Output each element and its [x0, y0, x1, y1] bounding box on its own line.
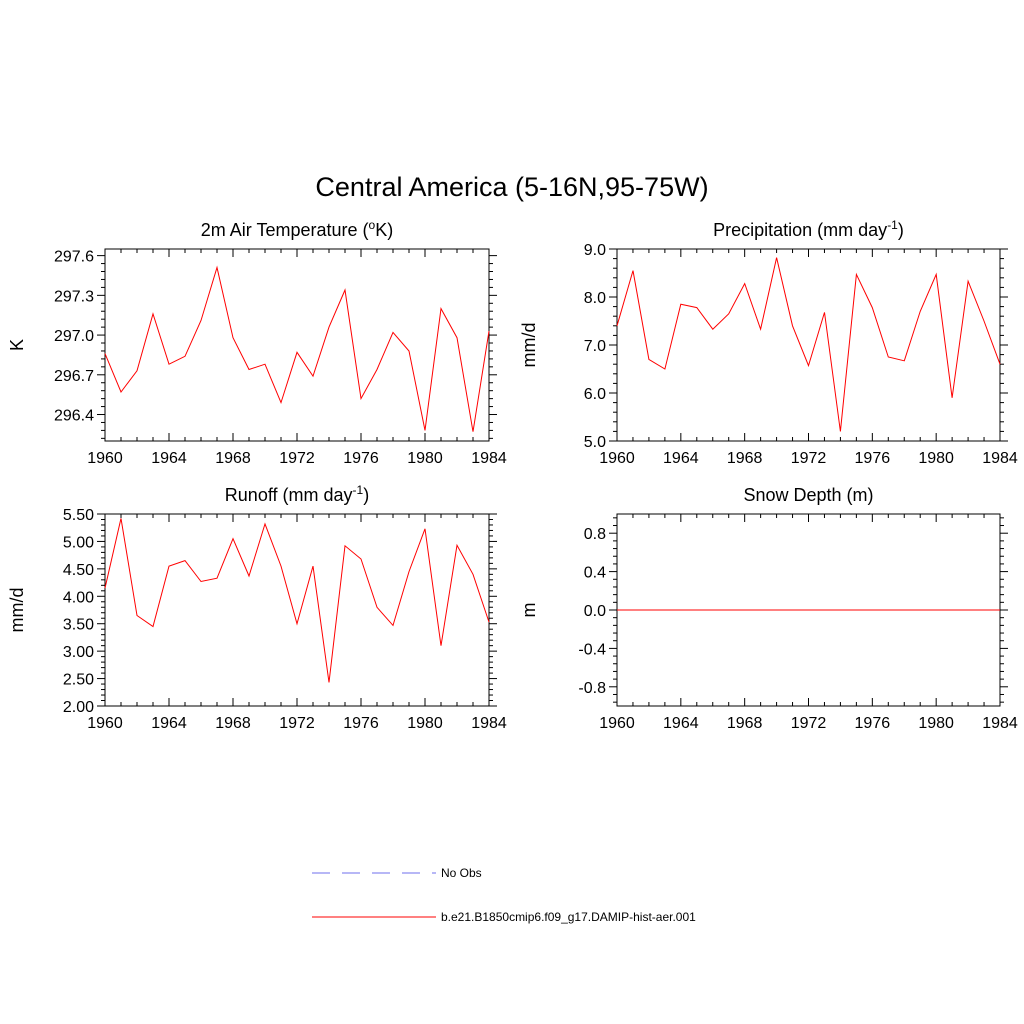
legend-label-no-obs: No Obs [441, 866, 482, 880]
plot-frame-precipitation [616, 248, 1001, 442]
panel-title-air-temperature: 2m Air Temperature (oK) [201, 218, 393, 240]
x-tick-label: 1968 [727, 715, 763, 732]
x-tick-label: 1964 [663, 715, 699, 732]
y-tick-label: 3.50 [63, 617, 94, 634]
y-tick-label: -0.4 [578, 641, 606, 658]
panel-runoff: 1960 1964 1968 1972 1976 1980 1984 2.00 2.50 3.00… [7, 483, 507, 732]
series-line-precipitation [616, 257, 1001, 432]
series-line-runoff [104, 518, 490, 683]
y-tick-label: 297.0 [54, 328, 94, 345]
y-tick-label: 5.0 [584, 434, 606, 451]
y-tick-label: 8.0 [584, 290, 606, 307]
y-tick-label: 2.00 [63, 699, 94, 716]
y-axis-label-precipitation: mm/d [519, 323, 539, 368]
x-tick-label: 1980 [407, 715, 443, 732]
panel-title-precipitation: Precipitation (mm day-1) [713, 218, 904, 240]
main-title: Central America (5-16N,95-75W) [315, 172, 708, 202]
panel-air-temperature: 1960 1964 1968 1972 1976 1980 1984 296.4 296.7 29… [7, 218, 507, 467]
y-tick-label: 5.50 [63, 507, 94, 524]
y-tick-label: 0.0 [584, 603, 606, 620]
y-tick-label: 297.6 [54, 249, 94, 266]
y-tick-label: 9.0 [584, 242, 606, 259]
x-tick-label: 1980 [918, 715, 954, 732]
x-tick-label: 1984 [471, 715, 507, 732]
x-tick-label: 1976 [855, 715, 891, 732]
y-tick-label: 6.0 [584, 386, 606, 403]
y-tick-label: 0.4 [584, 565, 606, 582]
y-tick-label: 4.50 [63, 562, 94, 579]
x-tick-label: 1960 [599, 450, 635, 467]
y-axis-label-air-temperature: K [7, 339, 27, 351]
y-axis-label-snow-depth: m [519, 603, 539, 618]
y-axis-label-runoff: mm/d [7, 588, 27, 633]
legend: No Obs b.e21.B1850cmip6.f09_g17.DAMIP-hi… [312, 866, 696, 924]
x-tick-label: 1972 [791, 450, 827, 467]
y-tick-label: 2.50 [63, 672, 94, 689]
panel-snow-depth: 1960 1964 1968 1972 1976 1980 1984 -0.8 -0.4 0.0 0… [519, 485, 1018, 732]
y-tick-label: 3.00 [63, 644, 94, 661]
y-tick-label: 297.3 [54, 288, 94, 305]
x-tick-label: 1980 [407, 450, 443, 467]
x-tick-label: 1968 [727, 450, 763, 467]
x-tick-label: 1968 [215, 450, 251, 467]
x-tick-label: 1984 [982, 715, 1018, 732]
y-tick-label: 296.4 [54, 408, 94, 425]
y-tick-label: 4.00 [63, 589, 94, 606]
x-tick-label: 1972 [791, 715, 827, 732]
y-tick-label: 7.0 [584, 338, 606, 355]
x-tick-label: 1976 [343, 715, 379, 732]
y-tick-label: 296.7 [54, 368, 94, 385]
x-tick-label: 1976 [855, 450, 891, 467]
x-tick-label: 1964 [151, 450, 187, 467]
x-tick-label: 1972 [279, 715, 315, 732]
x-tick-label: 1960 [87, 450, 123, 467]
x-tick-label: 1960 [87, 715, 123, 732]
y-tick-label: 5.00 [63, 534, 94, 551]
legend-label-model: b.e21.B1850cmip6.f09_g17.DAMIP-hist-aer.… [441, 910, 696, 924]
x-tick-label: 1960 [599, 715, 635, 732]
x-tick-label: 1980 [918, 450, 954, 467]
panels: 1960 1964 1968 1972 1976 1980 1984 296.4 296.7 29… [7, 218, 1018, 732]
x-tick-label: 1984 [982, 450, 1018, 467]
x-tick-label: 1964 [663, 450, 699, 467]
x-tick-label: 1968 [215, 715, 251, 732]
x-tick-label: 1972 [279, 450, 315, 467]
series-line-air-temperature [104, 265, 490, 432]
y-tick-label: 0.8 [584, 526, 606, 543]
y-tick-label: -0.8 [578, 680, 606, 697]
x-tick-label: 1976 [343, 450, 379, 467]
panel-title-runoff: Runoff (mm day-1) [225, 483, 369, 505]
plot-frame-runoff [104, 513, 490, 707]
x-tick-label: 1984 [471, 450, 507, 467]
x-tick-label: 1964 [151, 715, 187, 732]
panel-title-snow-depth: Snow Depth (m) [743, 485, 873, 505]
panel-precipitation: 1960 1964 1968 1972 1976 1980 1984 5.0 6.0 7.0 8.0… [519, 218, 1018, 467]
